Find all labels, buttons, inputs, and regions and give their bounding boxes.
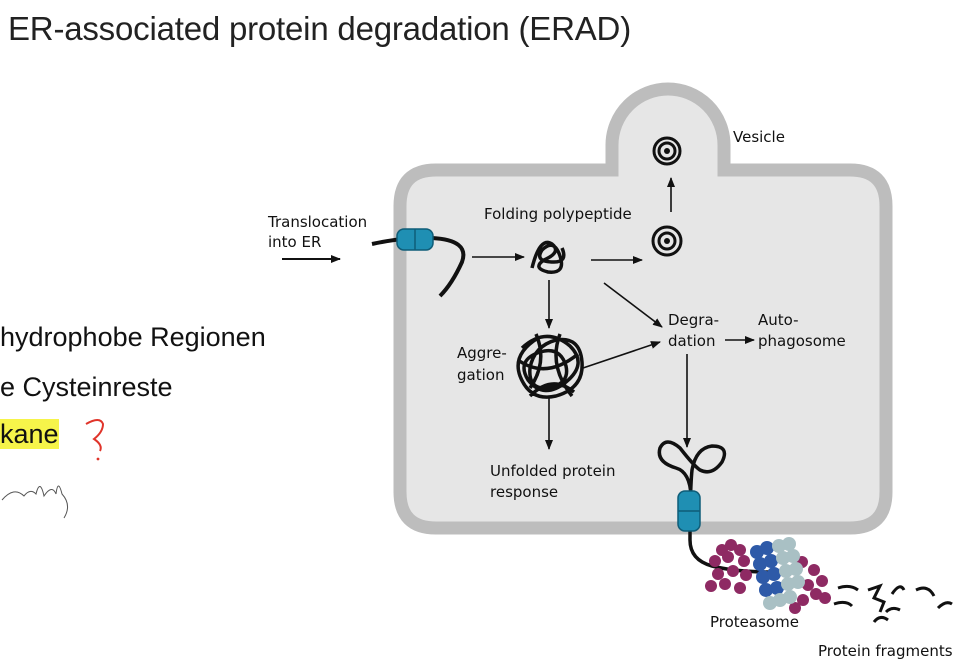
label-gation: gation	[457, 366, 504, 384]
arrow-aggregation-to-degradation	[582, 341, 661, 369]
bullet-cysteine-residues: e Cysteinreste	[0, 372, 173, 402]
label-protein-fragments: Protein fragments	[818, 642, 953, 660]
folded-protein-spiral	[651, 225, 683, 257]
label-dation: dation	[668, 332, 715, 350]
er-membrane	[393, 82, 893, 535]
vesicle-spiral	[652, 136, 682, 166]
retrotranslocated-polypeptide	[657, 440, 771, 574]
label-aggregation: Aggre-	[457, 344, 507, 362]
label-proteasome: Proteasome	[710, 613, 799, 631]
label-phagosome: phagosome	[758, 332, 846, 350]
handwritten-dot	[96, 457, 100, 461]
label-vesicle: Vesicle	[733, 128, 785, 146]
handwritten-scribble	[1, 485, 68, 519]
label-unfolded-protein: Unfolded protein	[490, 462, 615, 480]
label-into-er: into ER	[268, 233, 321, 251]
protein-aggregate	[516, 333, 584, 399]
folding-polypeptide-tangle	[530, 240, 566, 274]
bullet-highlighted-word: kane	[0, 419, 59, 450]
proteasome	[705, 537, 831, 614]
arrow-folding-to-degradation	[603, 282, 663, 328]
label-translocation: Translocation	[267, 213, 367, 231]
highlighted-text: kane	[0, 419, 59, 449]
protein-fragments	[833, 583, 953, 623]
bullet-hydrophobic-regions: hydrophobe Regionen	[0, 322, 266, 352]
label-response: response	[490, 483, 558, 501]
label-autophagosome: Auto-	[758, 311, 799, 329]
label-folding-polypeptide: Folding polypeptide	[484, 205, 632, 223]
slide-title: ER-associated protein degradation (ERAD)	[8, 10, 631, 47]
label-degradation: Degra-	[668, 311, 719, 329]
handwritten-question-mark	[85, 419, 105, 452]
